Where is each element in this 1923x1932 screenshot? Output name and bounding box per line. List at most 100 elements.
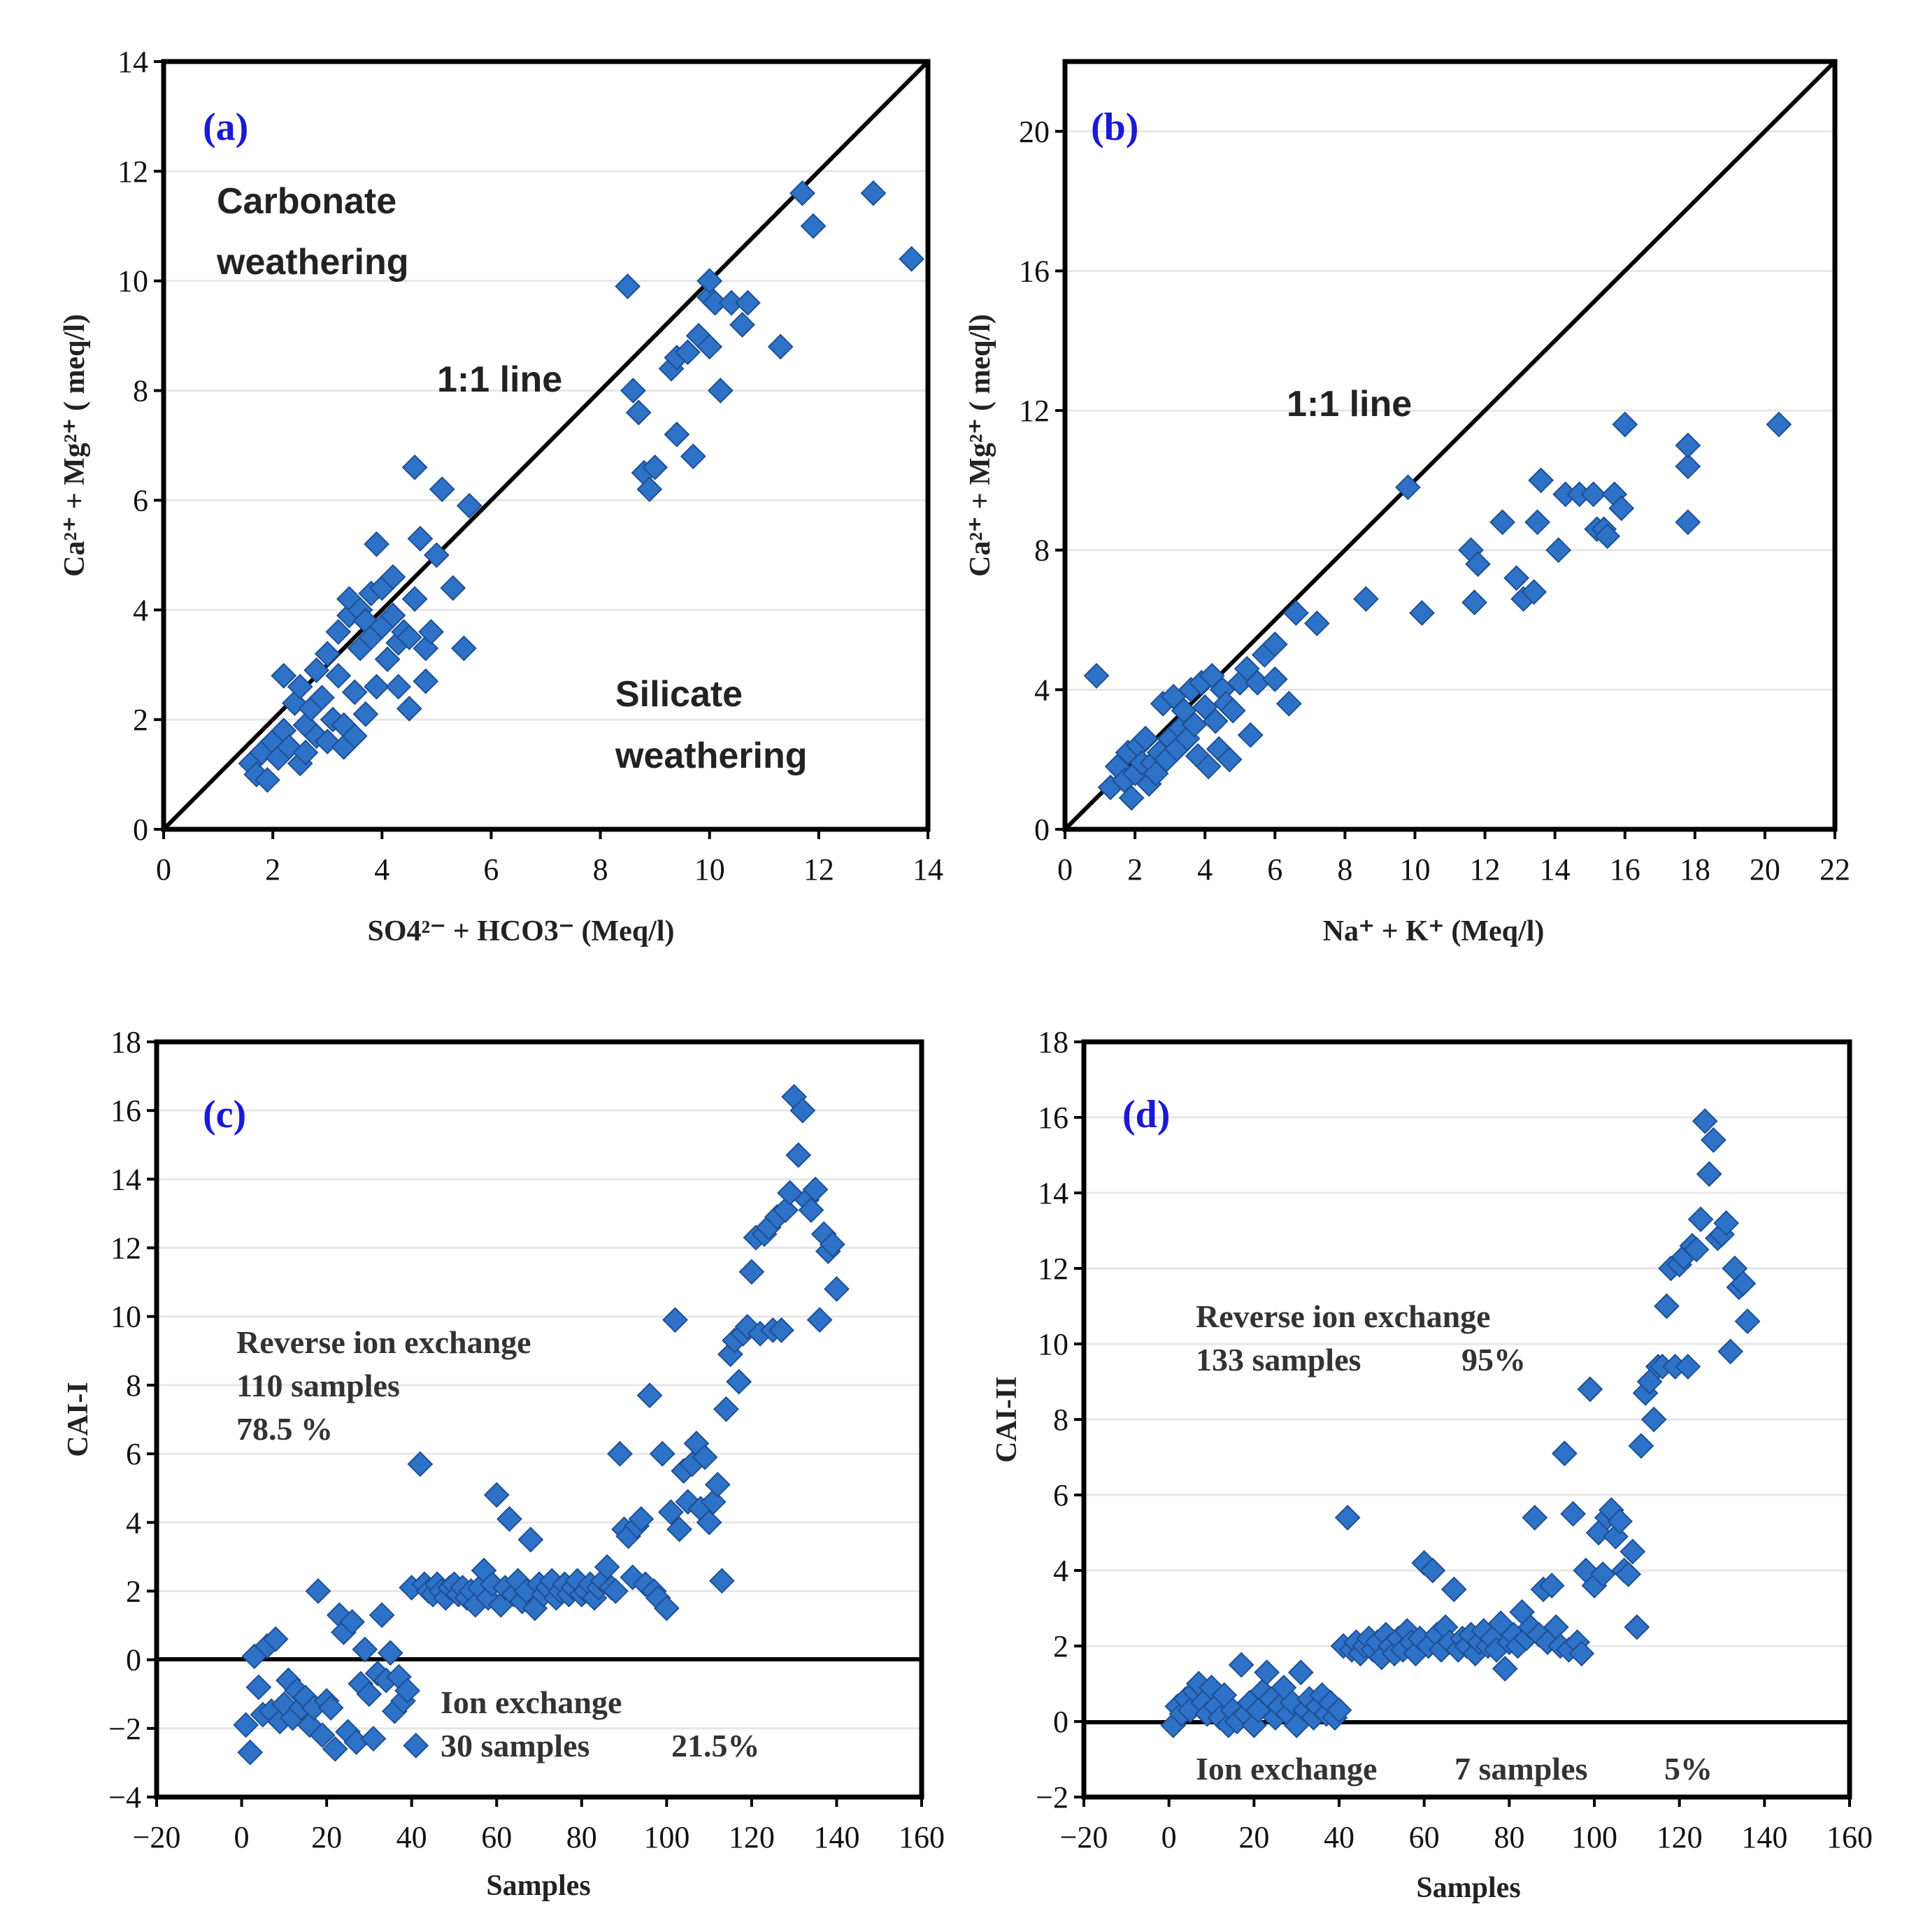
panel-c-data-point: [819, 1231, 845, 1258]
panel-c-data-point: [789, 1097, 816, 1124]
panel-b-frame: [1062, 59, 1838, 832]
panel-d-xlabel: Samples: [1416, 1872, 1520, 1904]
panel-a-data-point: [401, 586, 428, 613]
panel-a-xtick-label: 8: [593, 852, 608, 887]
panel-d-data-point: [1538, 1573, 1565, 1599]
panel-b-data-point: [1465, 551, 1491, 578]
panel-d-data-point: [1441, 1576, 1467, 1603]
panel-d-data-point: [1420, 1557, 1446, 1584]
panel-b-data-point: [1675, 509, 1701, 536]
panel-c-data-point: [666, 1516, 692, 1543]
panel-b-data-point: [1675, 453, 1701, 480]
panel-c-data-point: [262, 1626, 289, 1652]
panel-d-data-point: [1734, 1308, 1761, 1335]
panel-c-data-point: [700, 1489, 727, 1515]
panel-d-data-point: [1713, 1210, 1739, 1236]
panel-c-xtick-label: 40: [396, 1820, 427, 1854]
panel-c-data-point: [798, 1197, 824, 1223]
panel-d-data-point: [1687, 1206, 1714, 1233]
panel-d-data-point: [1492, 1655, 1518, 1682]
panel-d-xtick-label: 160: [1827, 1820, 1873, 1854]
panel-d-data-point: [1522, 1504, 1548, 1531]
panel-c-data-point: [339, 1609, 365, 1636]
panel-a-data-point: [456, 492, 482, 519]
panel-c-data-point: [628, 1505, 655, 1532]
panel-b-ylabel: Ca²⁺ + Mg²⁺ ( meq/l): [964, 314, 996, 577]
panel-b-data-point: [1521, 579, 1547, 606]
panel-c-data-point: [713, 1396, 739, 1422]
panel-a-ytick-label: 0: [133, 813, 148, 847]
panel-a-data-point: [789, 180, 815, 206]
panel-a-data-point: [625, 399, 652, 426]
panel-c-data-point: [662, 1307, 688, 1333]
panel-d-data-point: [1568, 1640, 1595, 1667]
panel-b-data-point: [1503, 565, 1530, 592]
panel-d-data-point: [1620, 1538, 1646, 1565]
panel-c-frame: [154, 1039, 924, 1800]
panel-a-xtick-label: 2: [265, 852, 280, 887]
panel-c-data-point: [483, 1482, 510, 1508]
panel-b-data-point: [1489, 509, 1515, 536]
panel-d-data-point: [1654, 1293, 1680, 1319]
panel-a-data-point: [308, 685, 335, 711]
panel-d-ytick-label: 8: [1053, 1403, 1068, 1437]
panel-c-ytick-label: 2: [126, 1574, 141, 1608]
panel-a-data-point: [680, 443, 706, 470]
panel-a-label: (a): [203, 106, 248, 149]
panel-d-xtick-label: 60: [1409, 1820, 1440, 1854]
panel-a-xtick-label: 14: [913, 852, 943, 887]
panel-a-data-point: [615, 273, 641, 299]
panel-d-annotation-reverse-pct: 95%: [1461, 1342, 1526, 1378]
panel-b-data-point: [1545, 537, 1572, 564]
panel-a-annotation-silicate-2: weathering: [615, 736, 808, 776]
panel-a-data-point: [734, 289, 761, 316]
panel-b-data-point: [1083, 662, 1110, 689]
panel-d-data-point: [1334, 1504, 1361, 1531]
panel-a-data-point: [407, 525, 434, 552]
panel-d-data-point: [1287, 1659, 1314, 1686]
panel-a-data-point: [341, 679, 368, 706]
panel-b-ytick-label: 12: [1019, 394, 1050, 428]
panel-c-data-point: [377, 1640, 403, 1666]
panel-b-data-point: [1612, 411, 1638, 438]
panel-a-data-point: [418, 619, 444, 645]
panel-d-ytick-label: 16: [1038, 1101, 1068, 1135]
panel-d-data-point: [1692, 1108, 1718, 1134]
panel-d-data-point: [1683, 1236, 1710, 1263]
panel-a-data-point: [325, 662, 352, 689]
panel-b-ytick-label: 8: [1034, 534, 1050, 568]
panel-b-xticks: 0 2 4 6 8 10 12 14 16 18 20 22: [1057, 829, 1850, 887]
panel-c-ytick-label: 10: [110, 1300, 141, 1334]
panel-c-label: (c): [203, 1093, 246, 1136]
panel-b-xtick-label: 18: [1680, 852, 1710, 887]
panel-b-data-point: [1608, 495, 1635, 522]
panel-b-data-point: [1528, 467, 1554, 494]
panel-d-data-point: [1700, 1126, 1727, 1153]
panel-a-data-point: [254, 767, 280, 793]
panel-d-annotation-ion: Ion exchange: [1196, 1751, 1377, 1787]
panel-b-xtick-label: 14: [1540, 852, 1571, 887]
panel-a-data-point: [401, 454, 428, 480]
panel-a-yticks: 0 2 4 6 8 10 12 14: [117, 45, 164, 847]
panel-c-xtick-label: 80: [566, 1820, 597, 1854]
panel-c-data-point: [322, 1736, 348, 1762]
panel-a-data-point: [287, 673, 313, 700]
panel-b-data-point: [1261, 631, 1288, 657]
panel-a-annotation-silicate: Silicate: [615, 674, 743, 715]
panel-d-points: [1160, 1108, 1761, 1738]
panel-d-xticks: −20 0 20 40 60 80 100 120 140 160: [1060, 1797, 1873, 1854]
panel-a-xtick-label: 0: [156, 852, 171, 887]
panel-b-data-point: [1461, 589, 1487, 616]
panel-b-data-point: [1202, 708, 1229, 734]
panel-d-xtick-label: 40: [1324, 1820, 1354, 1854]
panel-c: −20 0 20 40 60 80 100 120 140 160 −4−202468101214…: [62, 1025, 945, 1902]
panel-d-annotation-ion-count: 7 samples: [1454, 1751, 1587, 1787]
panel-a-data-point: [396, 624, 422, 650]
panel-b-data-point: [1594, 523, 1621, 550]
panel-b-xtick-label: 6: [1267, 852, 1282, 887]
panel-a-frame: [161, 59, 931, 832]
panel-a-data-point: [292, 739, 319, 766]
panel-c-annotation-ion-count: 30 samples: [441, 1728, 589, 1763]
panel-b-xtick-label: 22: [1820, 852, 1850, 887]
panel-d-annotation-ion-pct: 5%: [1664, 1751, 1713, 1787]
